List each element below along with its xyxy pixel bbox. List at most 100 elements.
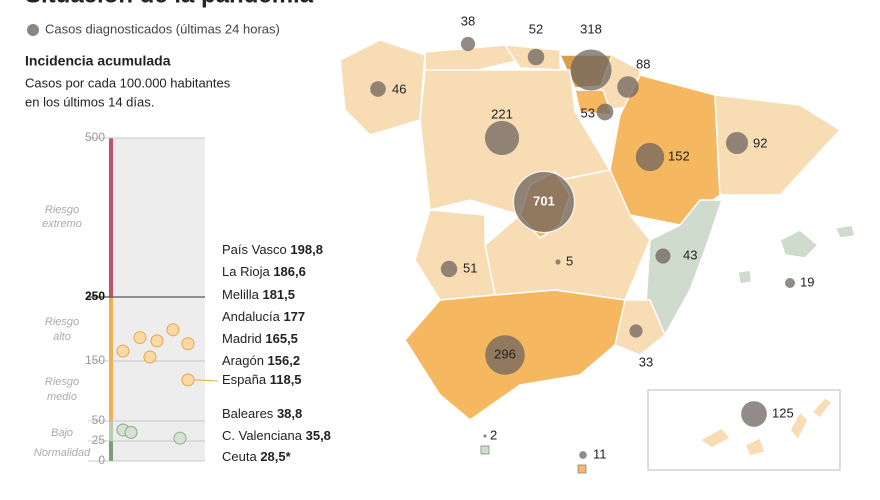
ranking-row: Ceuta 28,5* [222, 449, 292, 464]
ranking-name: Baleares [222, 406, 274, 421]
scale-band [109, 421, 113, 441]
y-tick-label: 50 [92, 413, 106, 427]
case-bubble [596, 103, 614, 121]
ranking-row: Baleares 38,8 [222, 406, 302, 421]
region [424, 44, 522, 73]
risk-level: extremo [42, 218, 82, 230]
case-bubble [784, 277, 796, 289]
case-bubble [527, 48, 545, 66]
bubble-label: 318 [580, 21, 602, 36]
bubble-label: 52 [529, 21, 543, 36]
scale-background [113, 138, 205, 461]
ranking-name: La Rioja [222, 264, 270, 279]
description: Casos por cada 100.000 habitantes [25, 75, 231, 90]
ranking-row: La Rioja 186,6 [222, 264, 306, 279]
case-bubble [460, 36, 476, 52]
ranking-dot [124, 425, 138, 439]
ranking-row: Madrid 165,5 [222, 331, 298, 346]
y-tick-label: 500 [85, 130, 105, 144]
ranking-value: 35,8 [306, 428, 331, 443]
region [644, 199, 724, 337]
bubble-label: 38 [461, 13, 475, 28]
title: Situación de la pandemia [25, 0, 314, 8]
region [714, 94, 842, 196]
ranking-dot [143, 350, 157, 364]
case-bubble [579, 451, 587, 459]
ranking-dot [150, 334, 164, 348]
ranking-value: 28,5* [260, 449, 291, 464]
ranking-name: Andalucía [222, 309, 281, 324]
ranking-value: 181,5 [262, 287, 295, 302]
melilla [577, 464, 587, 474]
ranking-name: Aragón [222, 353, 264, 368]
legend-label: Casos diagnosticados (últimas 24 horas) [45, 21, 280, 36]
bubble-label: 19 [800, 274, 814, 289]
bubble-label: 43 [683, 247, 697, 262]
bubble-label: 296 [494, 346, 516, 361]
canarias-box [647, 389, 841, 471]
bubble-label: 92 [753, 135, 767, 150]
ranking-value: 156,2 [268, 353, 301, 368]
bubble-label: 33 [639, 354, 653, 369]
region [779, 229, 820, 259]
ranking-name: Madrid [222, 331, 262, 346]
risk-level: alto [53, 331, 71, 343]
ranking-row: C. Valenciana 35,8 [222, 428, 331, 443]
ranking-name: País Vasco [222, 242, 287, 257]
ranking-dot [181, 337, 195, 351]
ranking-row: Melilla 181,5 [222, 287, 295, 302]
ranking-name: Ceuta [222, 449, 257, 464]
region [414, 209, 496, 301]
case-bubble [483, 434, 487, 438]
risk-level: medio [47, 391, 77, 403]
bubble-label: 221 [491, 106, 513, 121]
case-bubble [725, 131, 749, 155]
bubble-label: 11 [593, 446, 607, 461]
bubble-label: 88 [636, 56, 650, 71]
case-bubble [555, 259, 561, 265]
case-bubble [484, 120, 520, 156]
bubble-label: 152 [668, 148, 690, 163]
ranking-name: Melilla [222, 287, 260, 302]
ranking-value: 38,8 [277, 406, 302, 421]
ranking-row: País Vasco 198,8 [222, 242, 323, 257]
y-tick-label: 150 [85, 353, 105, 367]
ranking-dot [173, 431, 187, 445]
bubble-label: 2 [490, 427, 497, 442]
case-bubble [655, 248, 671, 264]
ranking-value: 198,8 [290, 242, 323, 257]
case-bubble [635, 142, 665, 172]
case-bubble [570, 49, 612, 91]
risk-level: Bajo [51, 427, 73, 439]
ranking-dot [116, 344, 130, 358]
bubble-label: 125 [772, 405, 794, 420]
ranking-value: 177 [283, 309, 305, 324]
case-bubble [617, 76, 639, 98]
y-tick-label: 250 [85, 289, 105, 303]
leader-line [193, 379, 219, 382]
subtitle: Incidencia acumulada [25, 53, 171, 69]
case-bubble [440, 260, 458, 278]
ranking-value: 186,6 [273, 264, 306, 279]
region [833, 224, 856, 239]
region [698, 427, 732, 449]
ranking-row: España 118,5 [222, 372, 302, 387]
risk-level: Riesgo [45, 376, 79, 388]
case-bubble [513, 171, 575, 233]
ranking-dot [181, 373, 195, 387]
risk-level: Riesgo [45, 204, 79, 216]
scale-band [109, 441, 113, 461]
ranking-row: Aragón 156,2 [222, 353, 300, 368]
region [789, 410, 809, 442]
bubble-label: 46 [392, 81, 406, 96]
ranking-value: 118,5 [270, 372, 302, 387]
case-bubble [370, 81, 386, 97]
ranking-row: Andalucía 177 [222, 309, 305, 324]
y-tick-label: 25 [92, 433, 106, 447]
scale-band [109, 297, 113, 421]
ranking-name: España [222, 372, 267, 387]
region [744, 436, 766, 457]
risk-level: Normalidad [34, 447, 91, 459]
